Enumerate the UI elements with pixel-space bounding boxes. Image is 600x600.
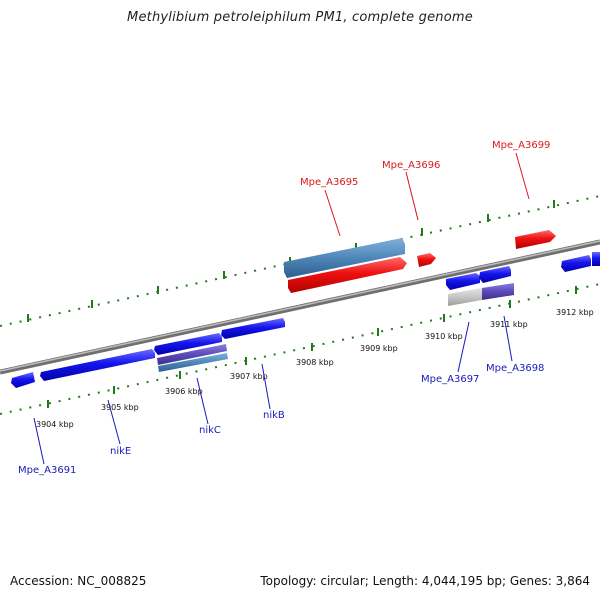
gene-label-mpe-a3699[interactable]: Mpe_A3699 (492, 140, 550, 151)
gene-arrow-mpe-a3697[interactable] (446, 273, 480, 290)
gene-label-mpe-a3696[interactable]: Mpe_A3696 (382, 160, 440, 171)
kbp-label: 3912 kbp (556, 308, 594, 317)
gene-arrow-left-edge[interactable] (11, 372, 35, 388)
kbp-label: 3911 kbp (490, 320, 528, 329)
gene-label-nike[interactable]: nikE (110, 446, 131, 457)
feature-bar-nikc-steel[interactable] (158, 353, 228, 372)
gene-label-mpe-a3697[interactable]: Mpe_A3697 (421, 374, 479, 385)
rna-feature-mpe-a3695[interactable] (284, 238, 405, 278)
gene-arrow-right-edge[interactable] (561, 255, 591, 272)
genome-title: Methylibium petroleiphilum PM1, complete… (127, 10, 473, 25)
kbp-label: 3907 kbp (230, 372, 268, 381)
gene-arrow-mpe-a3698[interactable] (479, 266, 511, 283)
leader-lines-top (324, 152, 530, 237)
kbp-label: 3904 kbp (36, 420, 74, 429)
feature-bar-nikc-purple[interactable] (157, 344, 227, 365)
genome-backbone (0, 239, 600, 375)
gene-arrow-mpe-a3699[interactable] (515, 230, 556, 249)
lower-tick-track (0, 283, 600, 415)
gene-arrow-nike[interactable] (154, 333, 222, 355)
leader-lines-bottom (33, 315, 513, 465)
gene-label-mpe-a3698[interactable]: Mpe_A3698 (486, 363, 544, 374)
gene-label-nikb[interactable]: nikB (263, 410, 285, 421)
feature-bar-purple[interactable] (482, 283, 514, 300)
gene-arrow-mpe-a3695[interactable] (288, 257, 407, 293)
genome-stats-text: Topology: circular; Length: 4,044,195 bp… (260, 574, 590, 588)
kbp-label: 3910 kbp (425, 332, 463, 341)
kbp-label: 3905 kbp (101, 403, 139, 412)
gene-arrow-nikc[interactable] (221, 318, 285, 339)
gene-edge-right[interactable] (592, 252, 600, 266)
kbp-label: 3906 kbp (165, 387, 203, 396)
gene-label-mpe-a3691[interactable]: Mpe_A3691 (18, 465, 76, 476)
scale-ticks (27, 200, 577, 408)
kbp-label: 3908 kbp (296, 358, 334, 367)
gene-arrow-mpe-a3691[interactable] (40, 349, 155, 381)
accession-text: Accession: NC_008825 (10, 574, 147, 588)
gene-arrow-mpe-a3696[interactable] (417, 253, 436, 267)
upper-tick-track (0, 195, 600, 327)
genome-backbone-highlight (0, 240, 600, 372)
gene-label-nikc[interactable]: nikC (199, 425, 221, 436)
feature-bar-grey[interactable] (448, 288, 482, 306)
kbp-label: 3909 kbp (360, 344, 398, 353)
gene-label-mpe-a3695[interactable]: Mpe_A3695 (300, 177, 358, 188)
